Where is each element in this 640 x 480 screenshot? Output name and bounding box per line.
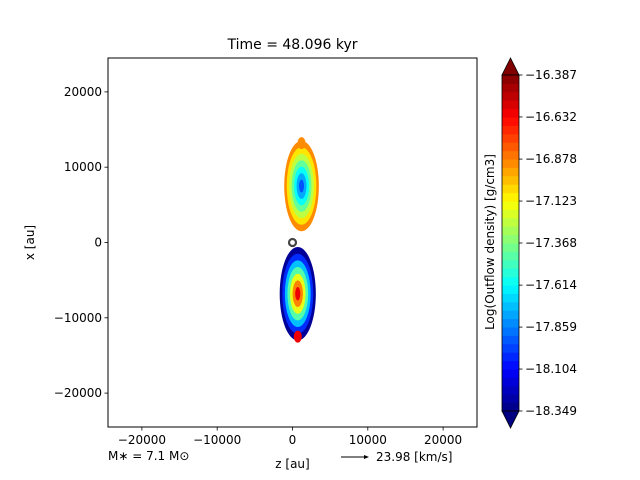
colorbar-band	[502, 394, 519, 404]
colorbar-band	[502, 369, 519, 378]
y-axis-label: x [au]	[23, 225, 37, 260]
colorbar-band	[502, 268, 519, 278]
y-tick-label: −20000	[54, 386, 102, 400]
colorbar-band	[502, 209, 519, 219]
colorbar-band	[502, 318, 519, 328]
colorbar-band	[502, 117, 519, 126]
colorbar-band	[502, 327, 519, 336]
colorbar-band	[502, 159, 519, 168]
density-field	[279, 137, 319, 343]
outflow-lobe	[279, 247, 316, 343]
colorbar-label: Log(Outflow density) [g/cm3]	[483, 154, 497, 330]
colorbar-band	[502, 83, 519, 93]
colorbar-band	[502, 175, 519, 185]
colorbar-band	[502, 100, 519, 110]
colorbar-band	[502, 285, 519, 294]
colorbar-tick-label: −16.632	[525, 110, 577, 124]
colorbar-band	[502, 402, 519, 412]
x-tick-label: 10000	[349, 433, 387, 447]
chart-title: Time = 48.096 kyr	[227, 37, 358, 53]
lobe-tip	[293, 330, 302, 343]
colorbar-tick-label: −16.878	[525, 152, 577, 166]
colorbar-band	[502, 234, 519, 244]
colorbar-band	[502, 385, 519, 395]
colorbar-tick-label: −17.859	[525, 320, 577, 334]
x-axis-ticks: −20000 −10000 0 10000 20000	[118, 427, 462, 447]
colorbar-band	[502, 352, 519, 362]
x-tick-label: 0	[289, 433, 297, 447]
colorbar-extend-bottom	[501, 410, 520, 429]
colorbar-tick-label: −17.614	[525, 278, 577, 292]
y-tick-label: 10000	[64, 160, 102, 174]
colorbar-band	[502, 184, 519, 194]
y-tick-label: 0	[94, 236, 102, 250]
colorbar-ticks: −16.387 −16.632 −16.878 −17.123 −17.368 −17.6…	[519, 68, 577, 418]
y-tick-label: 20000	[64, 85, 102, 99]
colorbar-tick-label: −18.349	[525, 404, 577, 418]
colorbar-band	[502, 217, 519, 227]
colorbar-band	[502, 259, 519, 269]
colorbar-band	[502, 335, 519, 345]
colorbar-extend-top	[501, 57, 520, 76]
colorbar-band	[502, 125, 519, 135]
velocity-key-label: 23.98 [km/s]	[376, 450, 452, 464]
colorbar-band	[502, 142, 519, 152]
colorbar-band	[502, 75, 519, 84]
colorbar-band	[502, 251, 519, 261]
plot-area	[108, 58, 477, 427]
velocity-key-arrowhead	[364, 455, 369, 459]
colorbar-band	[502, 293, 519, 303]
colorbar-band	[502, 343, 519, 353]
colorbar-band	[502, 301, 519, 311]
colorbar-band	[502, 310, 519, 320]
colorbar-band	[502, 91, 519, 101]
y-tick-label: −10000	[54, 311, 102, 325]
velocity-key: 23.98 [km/s]	[341, 450, 452, 464]
colorbar-band	[502, 192, 519, 202]
colorbar-band	[502, 150, 519, 160]
density-contour	[299, 179, 305, 193]
x-axis-label: z [au]	[275, 457, 309, 471]
colorbar-band	[502, 360, 519, 370]
colorbar	[501, 57, 520, 429]
outflow-lobe	[284, 137, 319, 232]
colorbar-band	[502, 243, 519, 252]
colorbar-band	[502, 276, 519, 286]
density-contour	[295, 287, 301, 301]
x-tick-label: −10000	[193, 433, 241, 447]
lobe-tip	[297, 137, 306, 150]
star-mass-annotation: M∗ = 7.1 M⊙	[108, 449, 189, 463]
x-tick-label: −20000	[118, 433, 166, 447]
colorbar-band	[502, 226, 519, 236]
colorbar-tick-label: −17.123	[525, 194, 577, 208]
colorbar-band	[502, 167, 519, 177]
colorbar-band	[502, 201, 519, 210]
colorbar-band	[502, 133, 519, 143]
colorbar-tick-label: −18.104	[525, 362, 577, 376]
y-axis-ticks: −20000 −10000 0 10000 20000	[54, 85, 108, 400]
star-marker	[287, 237, 298, 248]
colorbar-tick-label: −16.387	[525, 68, 577, 82]
colorbar-band	[502, 108, 519, 118]
colorbar-band	[502, 377, 519, 387]
colorbar-tick-label: −17.368	[525, 236, 577, 250]
x-tick-label: 20000	[424, 433, 462, 447]
